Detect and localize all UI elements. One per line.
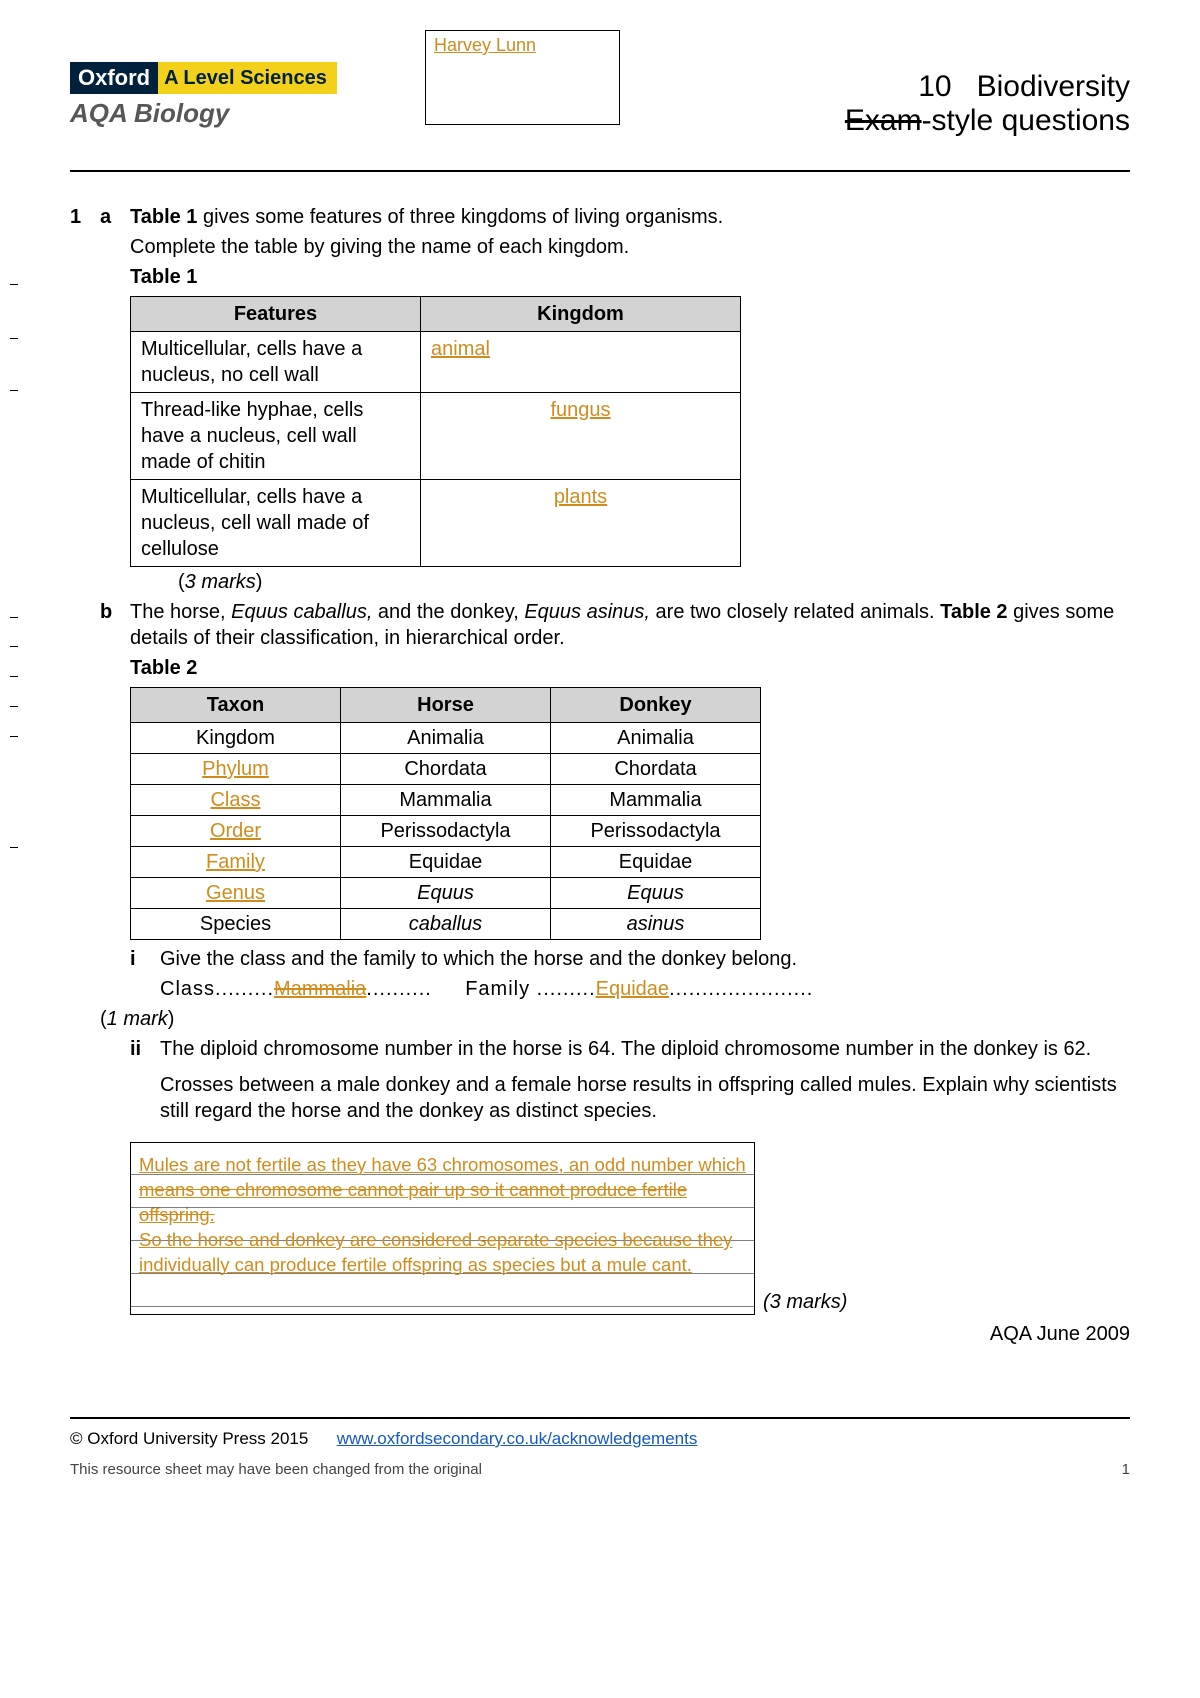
q1bi-marks: (1 mark) [100,1006,1130,1032]
change-mark [10,646,18,647]
t2-taxon-cell: Genus [131,878,341,909]
question-number: 1 [70,204,100,595]
change-mark [10,736,18,737]
table-1: Features Kingdom Multicellular, cells ha… [130,296,741,567]
t2-taxon-cell: Species [131,909,341,940]
t1-kingdom-cell: fungus [421,393,741,480]
t2-horse-cell: Perissodactyla [341,816,551,847]
table1-label: Table 1 [130,264,1130,290]
q1a-intro: Table 1 gives some features of three kin… [130,204,1130,230]
q1bii-p2: Crosses between a male donkey and a fema… [160,1072,1130,1124]
q1a-marks: (3 marks) [130,569,1130,595]
chapter-subtitle-tail: -style questions [922,104,1130,137]
t1-feature-cell: Thread-like hyphae, cells have a nucleus… [131,393,421,480]
q1bi-question: Give the class and the family to which t… [160,946,1130,972]
change-mark [10,676,18,677]
t2-horse-cell: Equus [341,878,551,909]
t2-donkey-cell: Mammalia [551,785,761,816]
student-name-box: Harvey Lunn [425,30,620,125]
change-mark [10,706,18,707]
t2-horse-cell: Equidae [341,847,551,878]
q1a-instruction: Complete the table by giving the name of… [130,234,1130,260]
t1-feature-cell: Multicellular, cells have a nucleus, no … [131,332,421,393]
change-mark [10,338,18,339]
t2-donkey-cell: asinus [551,909,761,940]
q1bii-p1: The diploid chromosome number in the hor… [160,1036,1130,1062]
subpart-i-label: i [130,946,160,1006]
footer-line1: © Oxford University Press 2015 www.oxfor… [70,1429,1130,1449]
logo-navy: Oxford [70,62,158,94]
table2-label: Table 2 [130,655,1130,681]
t2-h-horse: Horse [341,688,551,723]
question-content: 1 a Table 1 gives some features of three… [70,204,1130,1347]
header-rule [70,170,1130,172]
t1-header-kingdom: Kingdom [421,297,741,332]
copyright: © Oxford University Press 2015 [70,1429,308,1448]
footer-rule [70,1417,1130,1419]
q1bi-answer-line: Class.........Mammalia.......... Family … [160,976,1130,1002]
t2-h-donkey: Donkey [551,688,761,723]
t1-kingdom-cell: animal [421,332,741,393]
chapter-number: 10 [918,70,951,103]
footer-disclaimer: This resource sheet may have been change… [70,1461,482,1478]
ans-l1: Mules are not fertile as they have 63 ch… [139,1154,746,1175]
t2-donkey-cell: Equidae [551,847,761,878]
page-number: 1 [1122,1461,1130,1478]
t2-horse-cell: Chordata [341,754,551,785]
t2-taxon-cell: Phylum [131,754,341,785]
t2-donkey-cell: Chordata [551,754,761,785]
ans-l2: means one chromosome cannot pair up so i… [139,1179,687,1225]
ans-l4: individually can produce fertile offspri… [139,1254,692,1275]
part-label-b: b [100,599,130,1347]
q1a-intro-text: gives some features of three kingdoms of… [197,206,723,228]
change-mark [10,390,18,391]
page-header: Oxford A Level Sciences AQA Biology Harv… [70,30,1130,170]
table-2: Taxon Horse Donkey KingdomAnimaliaAnimal… [130,687,761,940]
t1-kingdom-cell: plants [421,480,741,567]
t2-donkey-cell: Perissodactyla [551,816,761,847]
t2-taxon-cell: Class [131,785,341,816]
acknowledgements-link[interactable]: www.oxfordsecondary.co.uk/acknowledgemen… [337,1429,698,1448]
logo-yellow: A Level Sciences [158,62,337,94]
chapter-title: Biodiversity [977,70,1130,103]
chapter-heading: 10 Biodiversity Exam-style questions [845,70,1130,138]
exam-strike: Exam [845,104,922,137]
t1-feature-cell: Multicellular, cells have a nucleus, cel… [131,480,421,567]
student-name: Harvey Lunn [434,35,536,55]
t2-taxon-cell: Kingdom [131,723,341,754]
change-mark [10,617,18,618]
change-mark [10,284,18,285]
subject-title: AQA Biology [70,98,337,129]
subpart-ii-label: ii [130,1036,160,1128]
exam-source: AQA June 2009 [130,1321,1130,1347]
table1-ref: Table 1 [130,206,197,228]
q1b-intro: The horse, Equus caballus, and the donke… [130,599,1130,651]
t2-donkey-cell: Equus [551,878,761,909]
t2-horse-cell: caballus [341,909,551,940]
t2-horse-cell: Animalia [341,723,551,754]
t2-taxon-cell: Family [131,847,341,878]
t2-donkey-cell: Animalia [551,723,761,754]
t2-horse-cell: Mammalia [341,785,551,816]
answer-box: Mules are not fertile as they have 63 ch… [130,1142,755,1315]
q1bii-marks: (3 marks) [763,1289,847,1315]
brand-logo: Oxford A Level Sciences AQA Biology [70,62,337,129]
t1-header-features: Features [131,297,421,332]
t2-h-taxon: Taxon [131,688,341,723]
change-mark [10,847,18,848]
part-label-a: a [100,204,130,595]
ans-l3: So the horse and donkey are considered s… [139,1229,732,1250]
t2-taxon-cell: Order [131,816,341,847]
